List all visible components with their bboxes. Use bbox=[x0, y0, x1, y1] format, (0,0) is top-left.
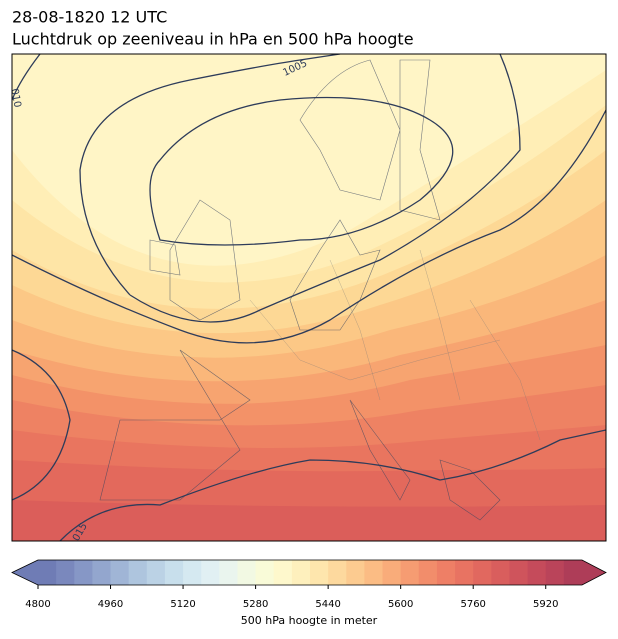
colorbar-tick-label: 5760 bbox=[460, 599, 485, 610]
colorbar-label: 500 hPa hoogte in meter bbox=[241, 614, 378, 627]
colorbar-swatch bbox=[56, 560, 75, 585]
colorbar-swatch bbox=[400, 560, 420, 585]
colorbar-tick-label: 4960 bbox=[98, 599, 123, 610]
colorbar-swatch bbox=[491, 560, 510, 585]
colorbar-tick-label: 5440 bbox=[315, 599, 340, 610]
colorbar-swatch bbox=[164, 560, 184, 585]
colorbar-swatch bbox=[255, 560, 275, 585]
map-area: 1005 010 015 bbox=[8, 54, 606, 541]
colorbar-swatch bbox=[110, 560, 130, 585]
colorbar-swatch bbox=[74, 560, 93, 585]
colorbar-swatch bbox=[328, 560, 347, 585]
colorbar-tick-label: 5120 bbox=[170, 599, 195, 610]
colorbar-swatch bbox=[563, 560, 583, 585]
date-title: 28-08-1820 12 UTC bbox=[12, 8, 167, 27]
colorbar-swatch bbox=[418, 560, 438, 585]
colorbar-swatch bbox=[382, 560, 402, 585]
colorbar-extend-high bbox=[582, 560, 606, 585]
colorbar-swatch bbox=[436, 560, 456, 585]
colorbar-swatch bbox=[237, 560, 257, 585]
colorbar-swatch bbox=[346, 560, 365, 585]
colorbar-swatch bbox=[509, 560, 529, 585]
colorbar-swatch bbox=[201, 560, 220, 585]
colorbar-swatch bbox=[38, 560, 57, 585]
colorbar-tick-label: 4800 bbox=[25, 599, 50, 610]
map-frame bbox=[11, 53, 607, 542]
colorbar-swatch bbox=[310, 560, 329, 585]
isobar-label: 010 bbox=[8, 88, 22, 109]
colorbar-swatch bbox=[128, 560, 148, 585]
colorbar-swatch bbox=[527, 560, 547, 585]
colorbar-swatch bbox=[291, 560, 311, 585]
colorbar-swatch bbox=[146, 560, 166, 585]
colorbar-tick-label: 5920 bbox=[533, 599, 558, 610]
colorbar-swatch bbox=[273, 560, 293, 585]
colorbar-tick-label: 5600 bbox=[388, 599, 413, 610]
map-title: Luchtdruk op zeeniveau in hPa en 500 hPa… bbox=[12, 30, 414, 49]
colorbar-outline bbox=[11, 559, 607, 586]
colorbar-swatch bbox=[219, 560, 238, 585]
colorbar: 4800 4960 5120 5280 5440 5600 5760 5920 bbox=[11, 559, 607, 610]
colorbar-swatch bbox=[455, 560, 474, 585]
colorbar-tick-label: 5280 bbox=[243, 599, 268, 610]
colorbar-swatch bbox=[92, 560, 112, 585]
colorbar-swatch bbox=[473, 560, 492, 585]
colorbar-swatch bbox=[183, 560, 202, 585]
colorbar-extend-low bbox=[12, 560, 38, 585]
colorbar-swatch bbox=[545, 560, 565, 585]
colorbar-swatch bbox=[364, 560, 384, 585]
